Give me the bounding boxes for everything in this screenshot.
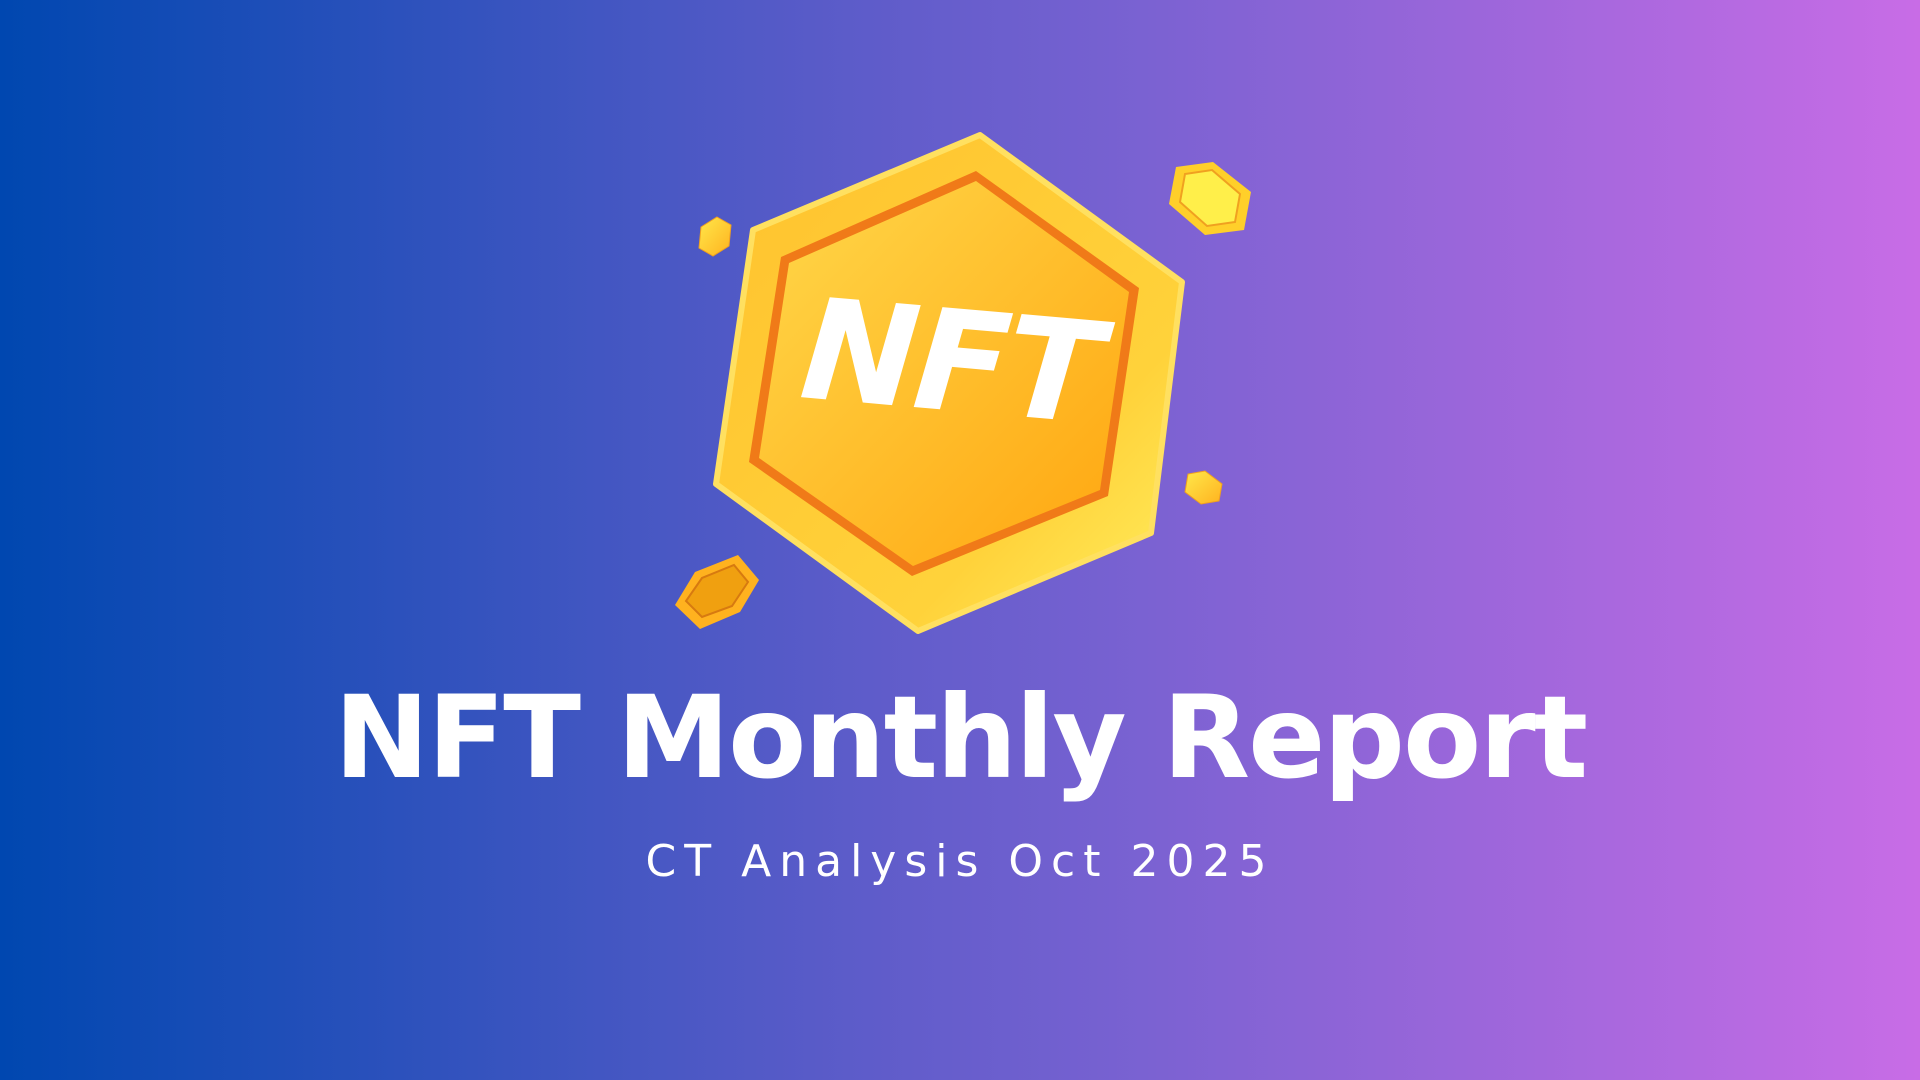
nft-logo-text: NFT (795, 268, 1118, 457)
page-title: NFT Monthly Report (333, 671, 1588, 804)
main-hexagon: NFT (713, 132, 1185, 634)
small-hexagon-icon (675, 162, 1251, 629)
subtitle: CT Analysis Oct 2025 (645, 836, 1275, 887)
